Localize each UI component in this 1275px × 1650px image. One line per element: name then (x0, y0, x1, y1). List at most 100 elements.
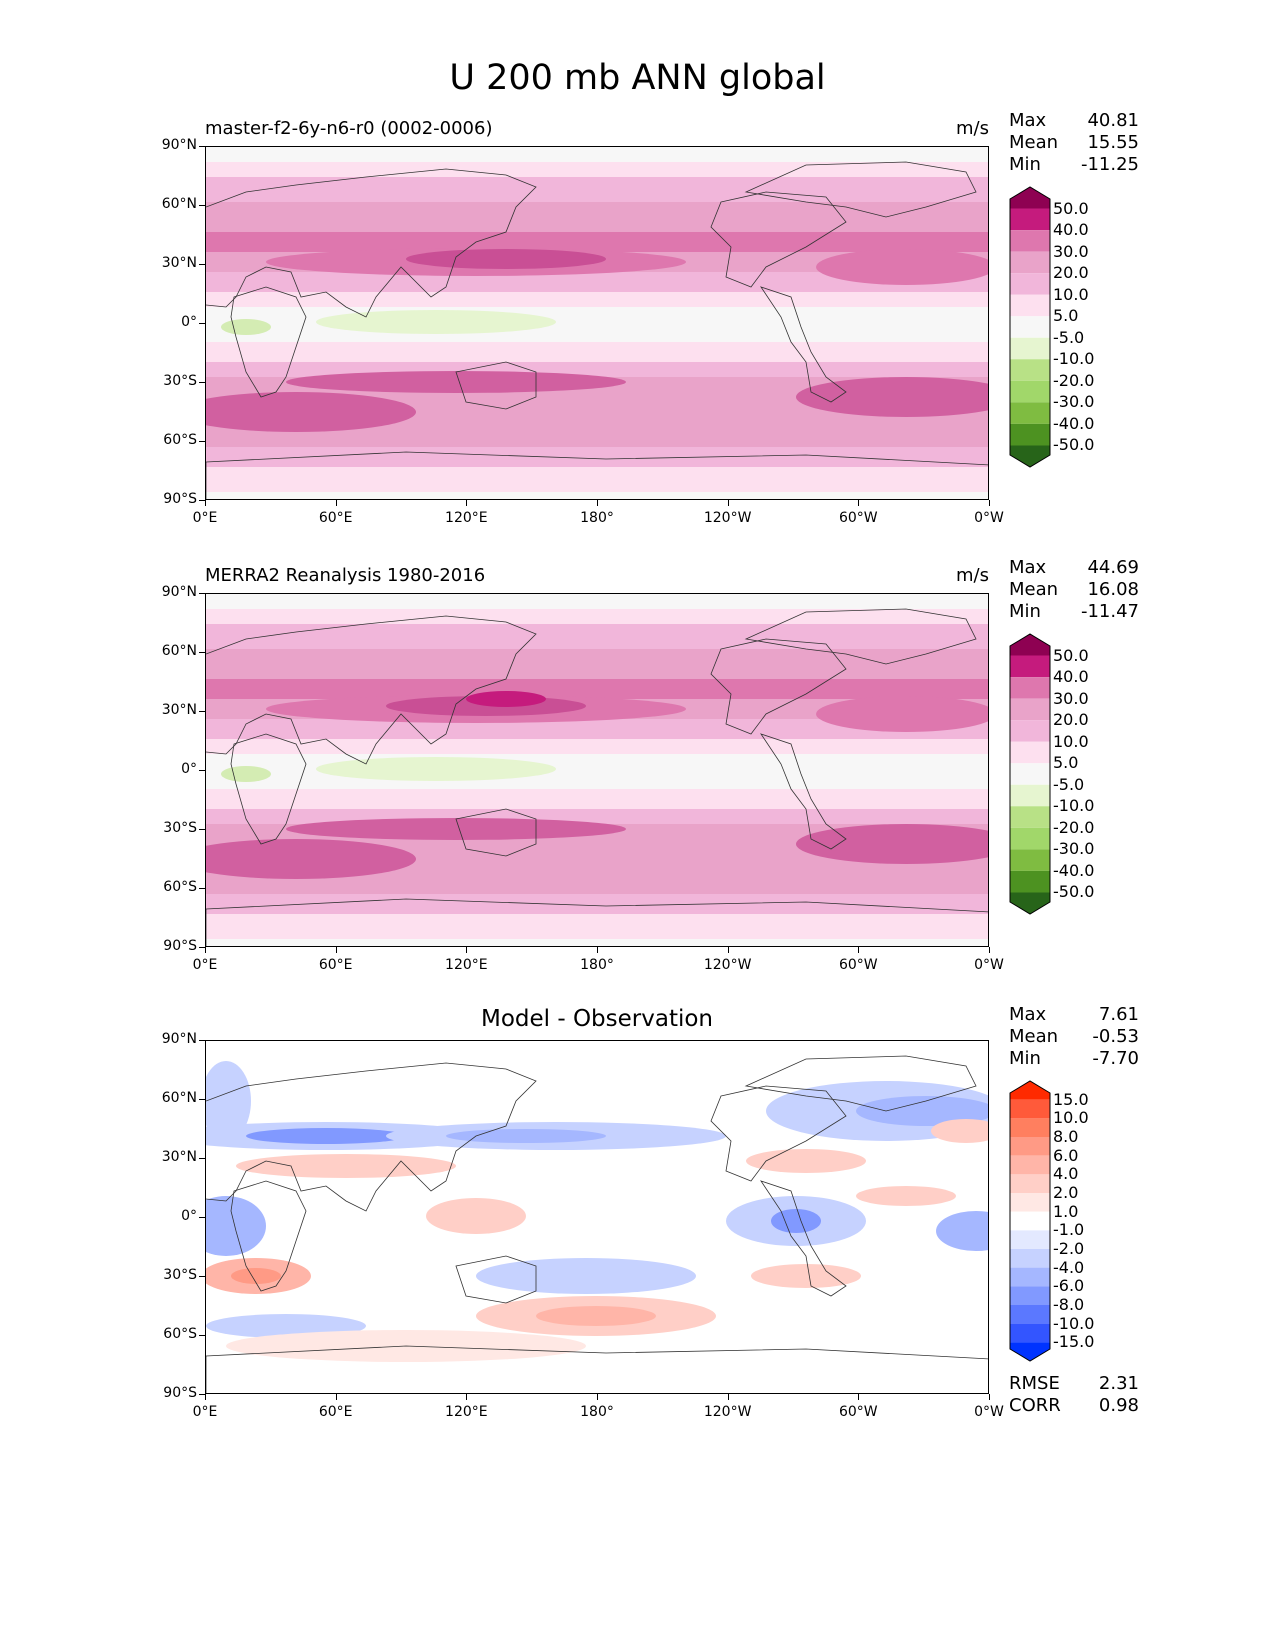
colorbar-segment (1010, 1286, 1050, 1305)
lat-tick-mark (199, 652, 205, 653)
lon-tick-label: 60°W (838, 957, 878, 973)
lon-tick-label: 0°W (974, 510, 1004, 526)
colorbar (1009, 186, 1051, 472)
contour-band (206, 609, 988, 624)
lat-tick-label: 0° (181, 761, 197, 777)
contour-band (206, 789, 988, 809)
lon-tick-label: 0°E (192, 510, 218, 526)
colorbar-segment (1010, 827, 1050, 850)
lat-tick-label: 30°S (163, 1267, 197, 1283)
colorbar-label: -20.0 (1053, 370, 1095, 390)
jet-core (816, 249, 988, 285)
stats-block: Max 44.69 Mean 16.08 Min -11.47 (1009, 557, 1139, 623)
colorbar-segment (1010, 402, 1050, 424)
lat-tick-label: 30°N (161, 702, 197, 718)
colorbar-label: -5.0 (1053, 327, 1085, 347)
stat-value: 15.55 (1087, 132, 1139, 153)
anomaly-region (236, 1154, 456, 1178)
colorbar-segment (1010, 423, 1050, 446)
colorbar-segment (1010, 337, 1050, 360)
stat-name: Min (1009, 601, 1041, 622)
colorbar-label: 40.0 (1053, 667, 1089, 687)
stat-value: 16.08 (1087, 579, 1139, 600)
colorbar-segment (1010, 251, 1050, 274)
anomaly-region (936, 1211, 988, 1251)
contour-band (206, 467, 988, 492)
lat-tick-label: 90°N (161, 137, 197, 153)
coastline (206, 451, 988, 499)
stat-name: Min (1009, 1048, 1041, 1069)
coastline (744, 608, 977, 665)
colorbar-segment (1010, 1137, 1050, 1156)
colorbar-label: -5.0 (1053, 774, 1085, 794)
colorbar-label: -40.0 (1053, 413, 1095, 433)
colorbar-label: 10.0 (1053, 284, 1089, 304)
colorbar-segment (1010, 634, 1050, 656)
colorbar-label: -50.0 (1053, 882, 1095, 902)
jet-core (816, 696, 988, 732)
colorbar-segment (1010, 445, 1050, 467)
anomaly-region (476, 1258, 696, 1294)
colorbar-label: -40.0 (1053, 860, 1095, 880)
lat-tick-mark (199, 441, 205, 442)
colorbar-label: 30.0 (1053, 241, 1089, 261)
lon-tick-label: 0°E (192, 1404, 218, 1420)
lon-tick-mark (597, 500, 598, 506)
lon-tick-label: 0°W (974, 957, 1004, 973)
lon-tick-label: 180° (580, 1404, 614, 1420)
contour-band (206, 719, 988, 739)
contour-band (206, 202, 988, 232)
lon-tick-label: 180° (580, 957, 614, 973)
colorbar-segment (1010, 892, 1050, 914)
coastline (230, 733, 307, 845)
contour-band (206, 447, 988, 467)
lat-tick-label: 60°S (163, 879, 197, 895)
lat-tick-label: 30°S (163, 820, 197, 836)
colorbar-label: -10.0 (1053, 796, 1095, 816)
stat-name: Max (1009, 110, 1047, 131)
lat-tick-mark (199, 1217, 205, 1218)
colorbar-label: 5.0 (1053, 306, 1079, 326)
contour-band (206, 177, 988, 202)
stat-row: Max 40.81 (1009, 110, 1139, 132)
colorbar-segment (1010, 208, 1050, 231)
colorbar-segment (1010, 1118, 1050, 1137)
colorbar-label: 15.0 (1053, 1089, 1089, 1109)
lat-tick-label: 30°S (163, 373, 197, 389)
stat-row: Max 7.61 (1009, 1004, 1139, 1026)
coastline (710, 638, 847, 735)
colorbar-segment (1010, 870, 1050, 893)
lon-tick-mark (727, 500, 729, 506)
coastline (710, 1085, 847, 1182)
stat-row: Min -11.47 (1009, 601, 1139, 623)
lat-tick-mark (199, 1040, 205, 1041)
lat-tick-label: 30°N (161, 1149, 197, 1165)
stat-value: 7.61 (1098, 1004, 1139, 1025)
anomaly-region (771, 1209, 821, 1233)
colorbar-label: -6.0 (1053, 1276, 1085, 1296)
lon-tick-mark (335, 947, 337, 953)
lat-tick-mark (199, 829, 205, 830)
lon-tick-label: 60°W (838, 1404, 878, 1420)
colorbar-label: -30.0 (1053, 839, 1095, 859)
colorbar-label: 1.0 (1053, 1201, 1079, 1221)
units-label: m/s (956, 118, 989, 139)
colorbar-segment (1010, 655, 1050, 678)
stat-row: Min -7.70 (1009, 1048, 1139, 1070)
stat-name: Max (1009, 1004, 1047, 1025)
lon-tick-label: 60°W (838, 510, 878, 526)
lat-tick-mark (199, 1335, 205, 1336)
map-frame (205, 593, 989, 947)
coastline (455, 1255, 537, 1304)
coastline (206, 168, 537, 318)
anomaly-region (206, 1196, 266, 1256)
units-label: m/s (956, 565, 989, 586)
lat-tick-label: 60°N (161, 1090, 197, 1106)
lat-tick-label: 30°N (161, 255, 197, 271)
stat-value: -11.25 (1080, 154, 1139, 175)
contour-band (206, 232, 988, 252)
coastline (206, 615, 537, 765)
jet-max (466, 691, 546, 707)
colorbar-label: 20.0 (1053, 710, 1089, 730)
stat-row: Mean 16.08 (1009, 579, 1139, 601)
